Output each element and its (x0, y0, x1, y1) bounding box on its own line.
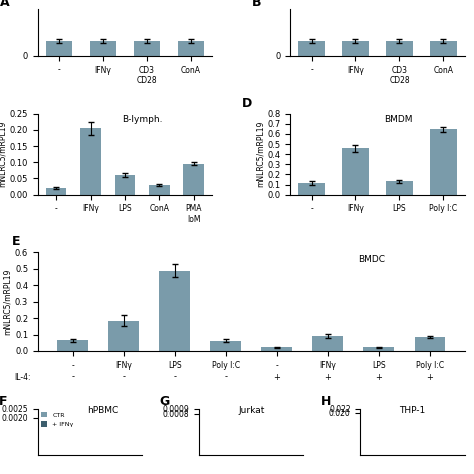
Bar (159, 271, 190, 351)
Bar (430, 41, 456, 56)
Text: H: H (321, 395, 331, 408)
Text: BMDC: BMDC (358, 255, 385, 264)
Bar (178, 41, 204, 56)
Text: +: + (273, 373, 280, 382)
Text: E: E (12, 235, 21, 247)
Text: hPBMC: hPBMC (87, 406, 118, 415)
Bar (46, 41, 72, 56)
Text: F: F (0, 395, 7, 408)
Bar (109, 320, 139, 351)
Bar (298, 183, 325, 195)
Bar (134, 41, 160, 56)
Text: G: G (160, 395, 170, 408)
Text: IL-4:: IL-4: (15, 373, 31, 382)
Y-axis label: mNLRC5/mRPL19: mNLRC5/mRPL19 (3, 268, 12, 335)
Y-axis label: mNLRC5/mRPL19: mNLRC5/mRPL19 (255, 121, 264, 187)
Text: Jurkat: Jurkat (238, 406, 264, 415)
Text: B-lymph.: B-lymph. (122, 115, 163, 124)
Bar (386, 41, 413, 56)
Bar (364, 347, 394, 351)
Bar (183, 164, 204, 195)
Text: +: + (324, 373, 331, 382)
Bar (342, 148, 369, 195)
Bar (57, 340, 88, 351)
Text: B: B (252, 0, 262, 9)
Text: -: - (173, 373, 176, 382)
Bar (342, 41, 369, 56)
Bar (80, 128, 101, 195)
Bar (430, 129, 456, 195)
Bar (386, 182, 413, 195)
Text: -: - (71, 373, 74, 382)
Text: -: - (224, 373, 227, 382)
Bar (90, 41, 116, 56)
Bar (262, 347, 292, 351)
Text: +: + (427, 373, 433, 382)
Text: BMDM: BMDM (384, 115, 412, 124)
Text: D: D (242, 97, 252, 110)
Bar (115, 174, 135, 195)
Bar (298, 41, 325, 56)
Y-axis label: mNLRC5/mRPL19: mNLRC5/mRPL19 (0, 121, 7, 187)
Bar (414, 337, 445, 351)
Text: -: - (122, 373, 125, 382)
Bar (312, 336, 343, 351)
Text: A: A (0, 0, 9, 9)
Bar (210, 341, 241, 351)
Legend: CTR, + IFNγ: CTR, + IFNγ (41, 412, 73, 427)
Text: THP-1: THP-1 (400, 406, 426, 415)
Bar (149, 185, 170, 195)
Text: +: + (375, 373, 382, 382)
Bar (46, 188, 66, 195)
